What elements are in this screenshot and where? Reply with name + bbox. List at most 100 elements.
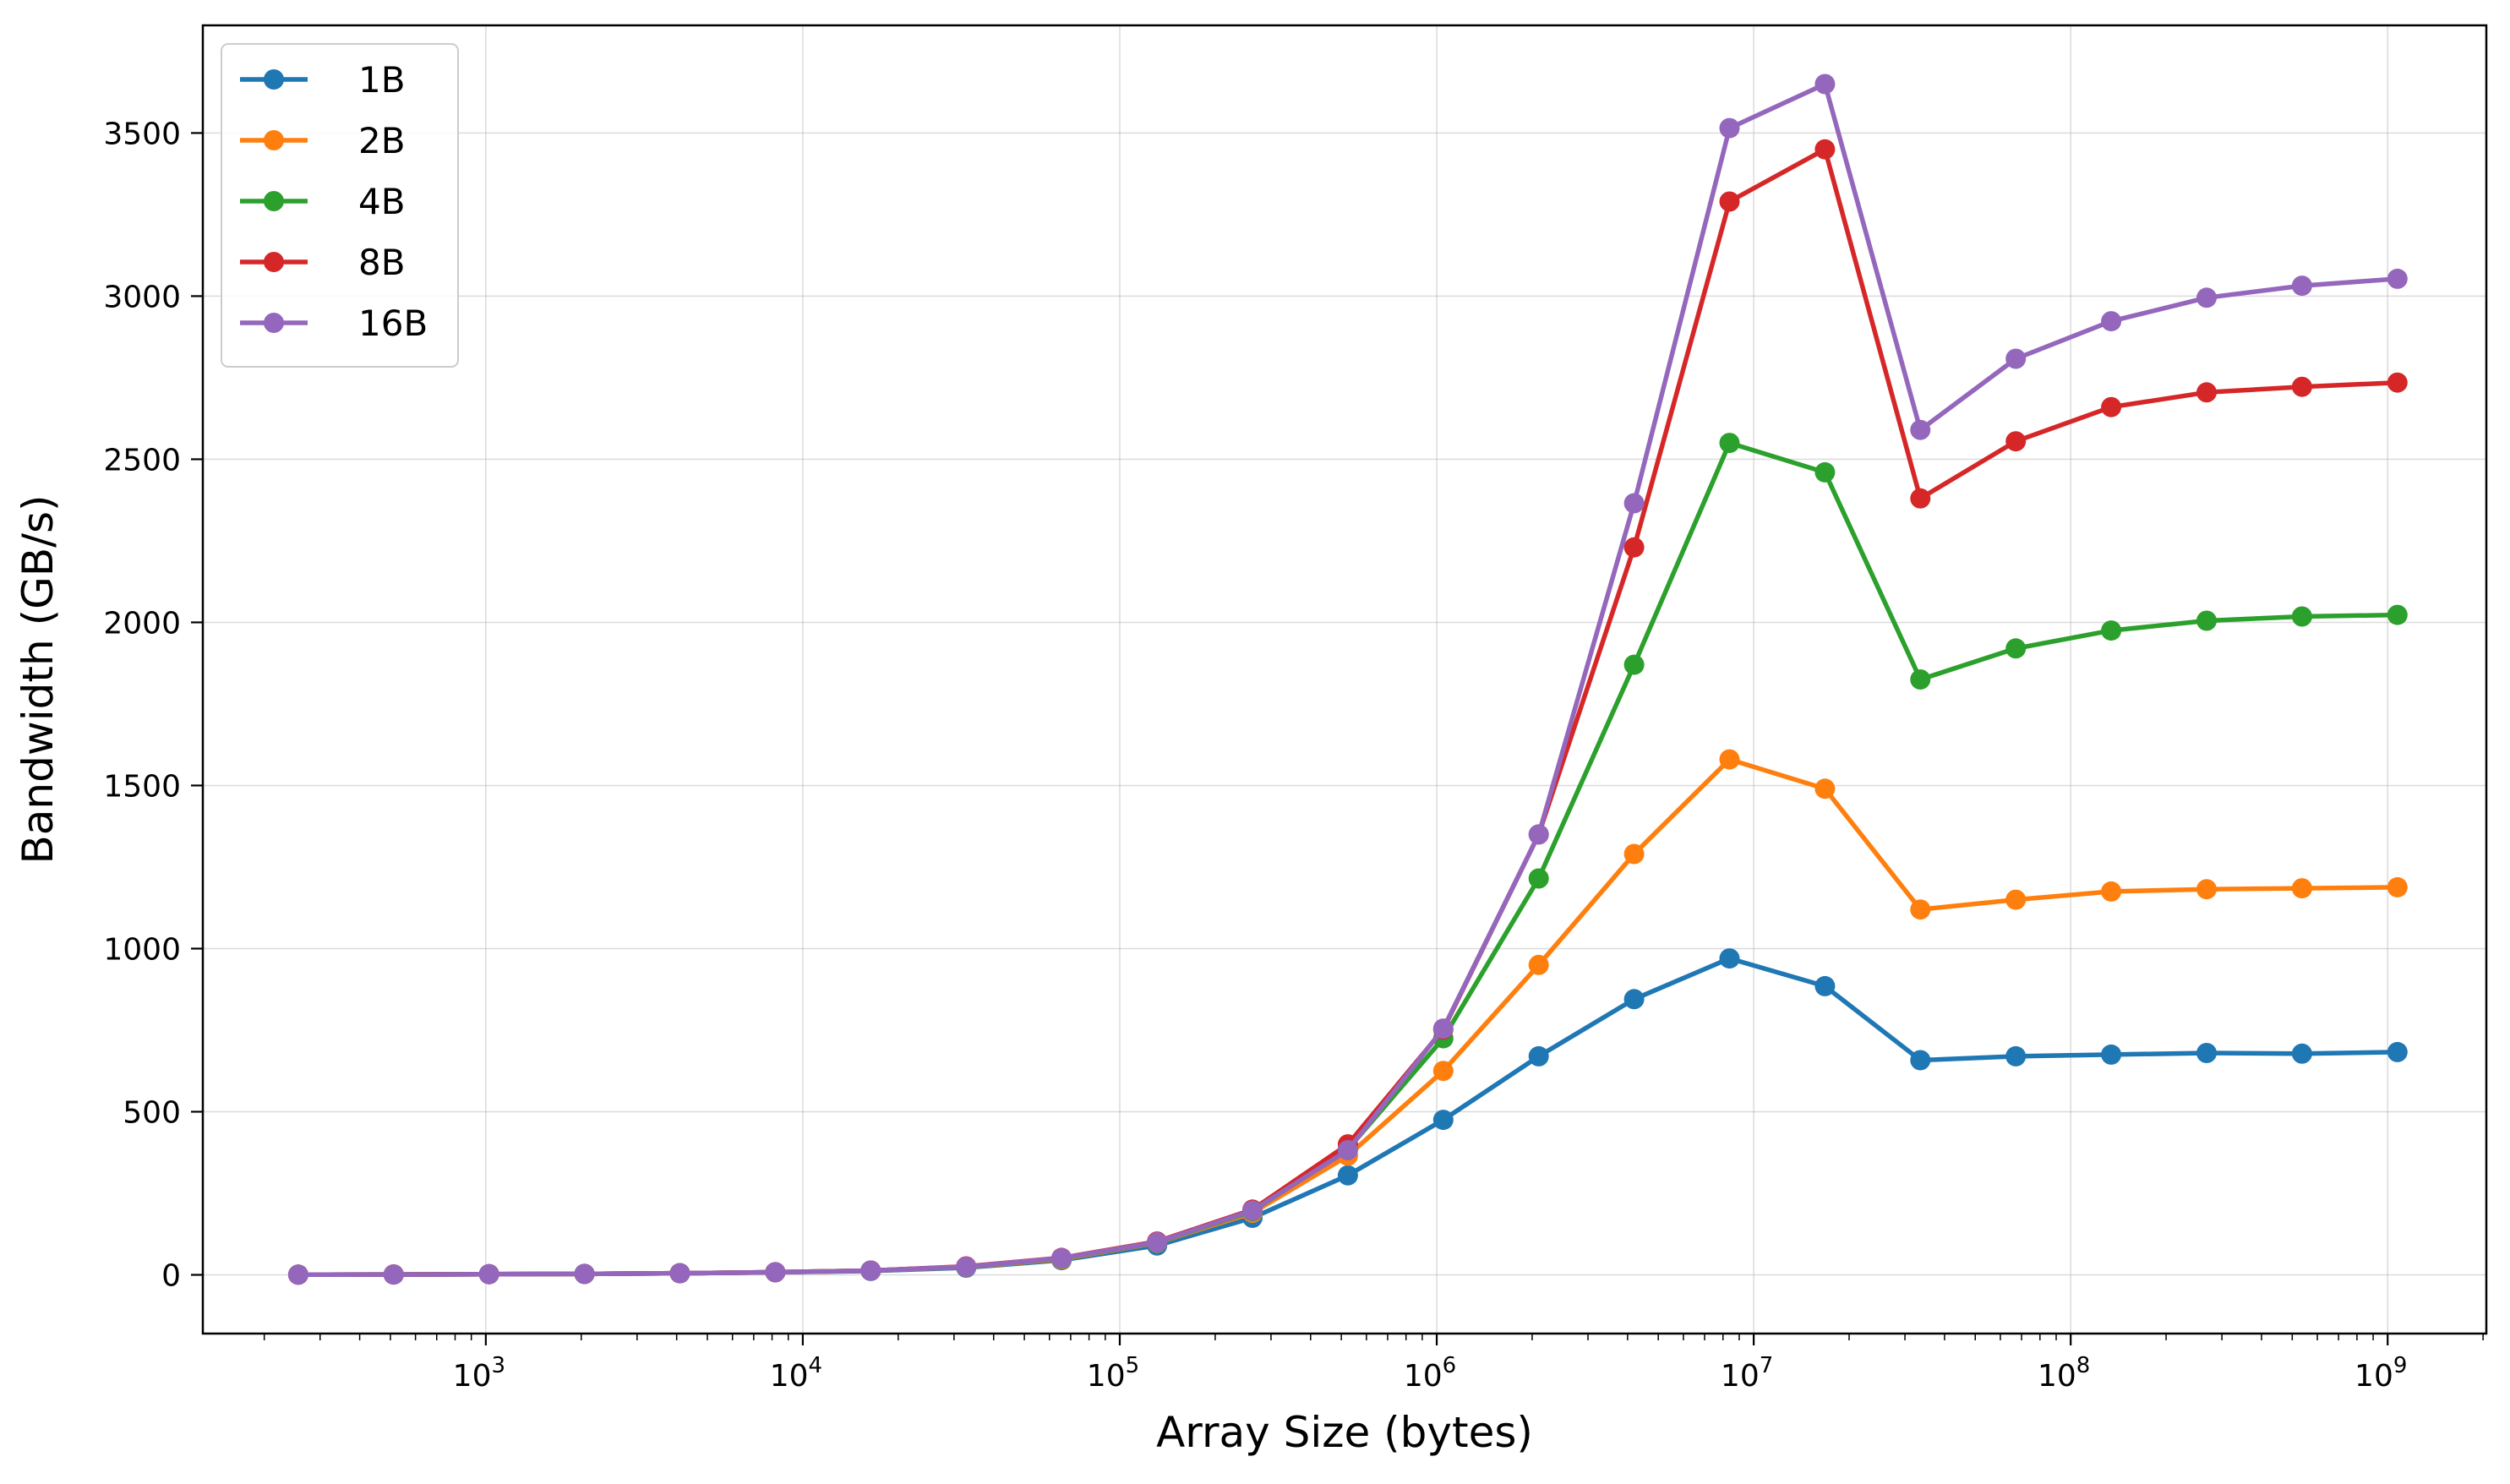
legend-marker-1B: [264, 69, 284, 90]
x-axis-label: Array Size (bytes): [1156, 1408, 1533, 1457]
data-point: [1719, 191, 1740, 212]
data-point: [2101, 620, 2122, 641]
y-tick-label: 1000: [103, 932, 181, 967]
x-tick-label: 105: [1087, 1353, 1139, 1394]
data-point: [1623, 843, 1645, 865]
data-point: [2101, 1044, 2122, 1065]
data-point: [2005, 638, 2027, 659]
data-point: [2387, 372, 2408, 393]
data-point: [2196, 610, 2217, 631]
data-point: [2101, 396, 2122, 417]
x-tick-label: 108: [2038, 1353, 2090, 1394]
data-point: [2291, 376, 2312, 397]
legend-label-1B: 1B: [358, 59, 406, 101]
data-point: [2291, 878, 2312, 899]
data-point: [1528, 1045, 1549, 1067]
data-point: [1528, 868, 1549, 889]
grid-lines: [203, 25, 2486, 1334]
data-point: [1337, 1140, 1358, 1160]
data-point: [2387, 268, 2408, 289]
data-point: [1814, 975, 1836, 996]
data-point: [2196, 1043, 2217, 1063]
plot-frame: [201, 24, 2488, 1335]
x-tick-label: 109: [2354, 1353, 2407, 1394]
data-point: [287, 1264, 308, 1285]
x-tick-base: 10: [2038, 1359, 2076, 1394]
x-tick-exponent: 8: [2076, 1353, 2091, 1378]
x-tick-exponent: 9: [2393, 1353, 2408, 1378]
data-point: [956, 1256, 977, 1277]
data-point: [2005, 1045, 2027, 1067]
data-point: [1432, 1061, 1454, 1082]
data-point: [1242, 1200, 1263, 1221]
x-tick-exponent: 6: [1443, 1353, 1457, 1378]
x-tick-base: 10: [1721, 1359, 1760, 1394]
data-point: [1910, 669, 1931, 690]
y-tick-label: 500: [123, 1095, 181, 1130]
data-point: [1623, 537, 1645, 558]
data-point: [1814, 139, 1836, 160]
x-tick-exponent: 4: [809, 1353, 823, 1378]
legend-marker-16B: [264, 313, 284, 333]
data-point: [383, 1264, 404, 1285]
data-point: [478, 1263, 499, 1285]
y-tick-label: 2500: [103, 443, 181, 477]
legend-label-4B: 4B: [358, 181, 406, 222]
legend-label-8B: 8B: [358, 242, 406, 283]
legend: 1B 2B 4B 8B 16B: [221, 43, 459, 368]
data-point: [1814, 778, 1836, 799]
data-point: [1051, 1247, 1072, 1268]
x-tick-exponent: 7: [1760, 1353, 1774, 1378]
data-point: [574, 1263, 595, 1285]
x-tick-label: 106: [1404, 1353, 1456, 1394]
y-tick-label: 3000: [103, 280, 181, 314]
data-point: [2196, 287, 2217, 308]
data-point: [1814, 74, 1836, 95]
legend-marker-8B: [264, 252, 284, 272]
data-point: [1528, 954, 1549, 975]
x-tick-base: 10: [770, 1359, 809, 1394]
data-point: [2005, 431, 2027, 452]
data-point: [2291, 606, 2312, 627]
data-point: [1719, 117, 1740, 139]
data-point: [2196, 879, 2217, 900]
x-tick-exponent: 5: [1126, 1353, 1140, 1378]
x-tick-base: 10: [1087, 1359, 1126, 1394]
data-point: [860, 1260, 881, 1281]
data-point: [2196, 382, 2217, 403]
series-lines: [287, 74, 2408, 1285]
data-point: [1432, 1110, 1454, 1131]
legend-box: [221, 43, 459, 368]
data-point: [1432, 1018, 1454, 1039]
data-point: [2101, 881, 2122, 902]
data-point: [1910, 1050, 1931, 1071]
legend-marker-2B: [264, 130, 284, 150]
x-tick-base: 10: [2354, 1359, 2393, 1394]
data-point: [2387, 1041, 2408, 1062]
x-tick-label: 103: [453, 1353, 505, 1394]
x-tick-label: 107: [1721, 1353, 1773, 1394]
data-point: [1623, 493, 1645, 514]
data-point: [1147, 1231, 1168, 1252]
series-16B: [287, 74, 2408, 1285]
x-tick-exponent: 3: [491, 1353, 505, 1378]
data-point: [2291, 276, 2312, 297]
y-tick-label: 3500: [103, 117, 181, 151]
data-point: [1528, 824, 1549, 845]
y-tick-label: 2000: [103, 606, 181, 641]
legend-marker-4B: [264, 191, 284, 211]
data-point: [2387, 604, 2408, 625]
x-tick-label: 104: [770, 1353, 822, 1394]
data-point: [1910, 419, 1931, 440]
legend-label-2B: 2B: [358, 120, 406, 161]
legend-label-16B: 16B: [358, 303, 428, 344]
data-point: [2387, 876, 2408, 897]
data-point: [2005, 348, 2027, 369]
data-point: [2291, 1043, 2312, 1064]
data-point: [2005, 889, 2027, 910]
data-point: [669, 1263, 690, 1284]
data-point: [1814, 461, 1836, 483]
data-point: [1623, 989, 1645, 1010]
data-point: [765, 1262, 786, 1283]
